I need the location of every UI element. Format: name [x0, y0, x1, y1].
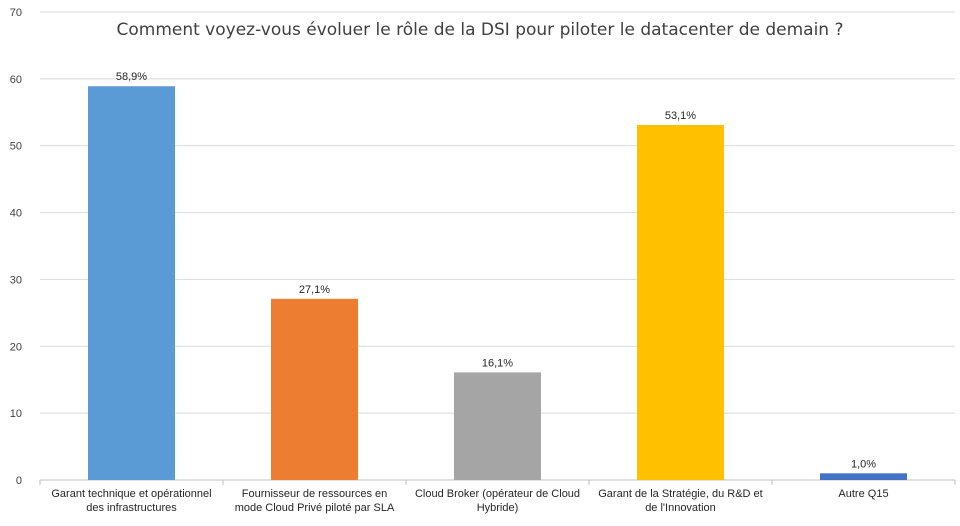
- chart-title: Comment voyez-vous évoluer le rôle de la…: [116, 20, 844, 40]
- x-category-label: Garant de la Stratégie, du R&D et de l'I…: [598, 488, 763, 514]
- x-category-label: Autre Q15: [838, 488, 889, 500]
- bar: [637, 124, 724, 480]
- x-category-label: Cloud Broker (opérateur de Cloud Hybride…: [414, 488, 581, 514]
- bar: [271, 298, 358, 480]
- data-label: 16,1%: [482, 357, 513, 369]
- x-category-label: Fournisseur de ressources en mode Cloud …: [234, 488, 395, 514]
- data-label: 1,0%: [851, 458, 876, 470]
- y-tick-label: 30: [10, 274, 22, 286]
- data-label: 58,9%: [116, 71, 147, 83]
- x-category-label: Garant technique et opérationnel des inf…: [51, 488, 212, 514]
- y-tick-label: 70: [10, 7, 22, 19]
- bar: [820, 473, 907, 480]
- bar: [454, 372, 541, 480]
- y-tick-label: 50: [10, 141, 22, 153]
- y-tick-label: 0: [16, 475, 22, 487]
- y-tick-label: 10: [10, 408, 22, 420]
- data-label: 27,1%: [299, 284, 330, 296]
- y-tick-label: 60: [10, 74, 22, 86]
- bar: [88, 86, 175, 480]
- y-tick-label: 20: [10, 341, 22, 353]
- data-label: 53,1%: [665, 110, 696, 122]
- y-tick-label: 40: [10, 208, 22, 220]
